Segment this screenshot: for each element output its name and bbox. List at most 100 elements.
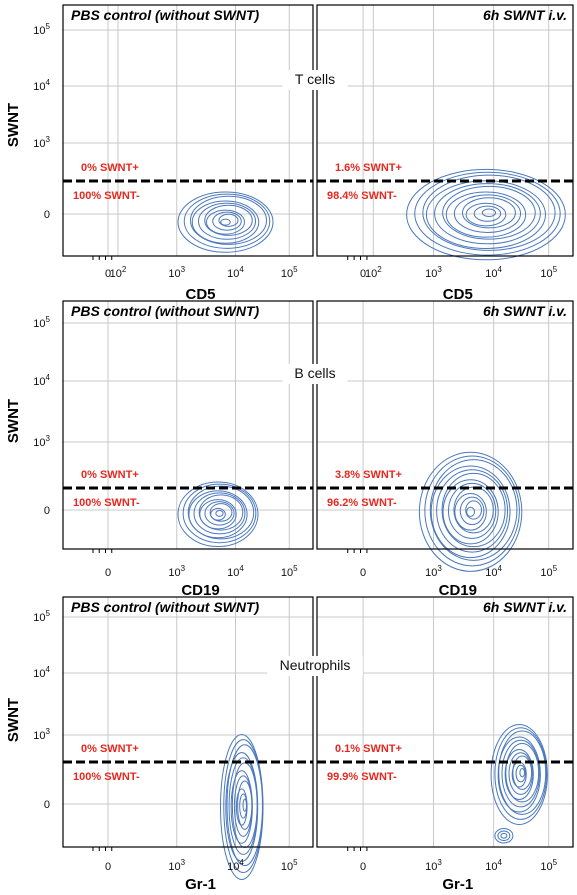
contour-line <box>512 755 533 790</box>
x-tick-label: 103 <box>168 265 185 280</box>
contour-line <box>199 499 237 530</box>
cell-type-label: T cells <box>295 71 335 87</box>
y-tick-label: 103 <box>33 135 50 150</box>
x-tick-label: 105 <box>540 564 557 579</box>
cell-type-label-group: B cells <box>282 364 348 384</box>
contour-line <box>505 743 540 803</box>
y-tick-label: 103 <box>33 727 50 742</box>
panel-frame <box>62 596 314 848</box>
contour-line <box>414 171 561 256</box>
contour-line <box>500 832 508 839</box>
contour-line <box>490 724 548 825</box>
contour-line <box>515 764 526 783</box>
x-tick-label: 104 <box>227 564 244 579</box>
contour-line <box>466 506 476 517</box>
x-tick-label: 0 <box>105 268 111 280</box>
y-axis-label: SWNT <box>5 399 22 443</box>
x-tick-label: 104 <box>227 265 244 280</box>
contour-line <box>462 197 516 229</box>
swnt-negative-label: 98.4% SWNT- <box>327 190 397 202</box>
panel-title: PBS control (without SWNT) <box>71 303 260 319</box>
contour-plot-panel: 6h SWNT i.v. 3.8% SWNT+ 96.2% SWNT- 0 103 104… <box>316 300 574 599</box>
panel-frame <box>316 596 574 848</box>
x-axis-label: CD5 <box>443 286 473 303</box>
contour-line <box>212 211 242 231</box>
x-tick-label: 102 <box>110 265 127 280</box>
contour-line <box>190 195 267 245</box>
x-tick-label: 105 <box>540 858 557 873</box>
x-axis-label: CD19 <box>439 582 477 599</box>
y-tick-label: 105 <box>33 22 50 37</box>
contour-line <box>206 209 245 235</box>
contour-plot-panel: 6h SWNT i.v. 0.1% SWNT+ 99.9% SWNT- 0 103 104… <box>316 596 574 893</box>
cell-type-label: Neutrophils <box>280 657 351 673</box>
x-tick-label: 104 <box>485 564 502 579</box>
cell-type-label-bg <box>282 70 348 90</box>
x-axis-label: Gr-1 <box>442 876 473 893</box>
contour-line <box>473 205 502 222</box>
y-axis-label: SWNT <box>5 698 22 742</box>
x-tick-label: 103 <box>425 858 442 873</box>
contour-line <box>177 191 274 253</box>
contour-line <box>188 490 248 539</box>
y-axis-label: SWNT <box>5 103 22 147</box>
contour-line <box>498 730 547 815</box>
contour-line <box>209 503 233 522</box>
contour-line <box>425 180 546 249</box>
panel-frame <box>316 4 574 257</box>
contour-line <box>430 465 511 559</box>
contour-line <box>481 208 497 218</box>
contour-line <box>215 509 224 517</box>
contour-line <box>406 168 566 261</box>
x-tick-label: 105 <box>281 564 298 579</box>
y-tick-label: 103 <box>33 434 50 449</box>
contour-line <box>454 492 487 531</box>
contour-plot-panel: PBS control (without SWNT) 0% SWNT+ 100% S… <box>62 596 314 893</box>
contour-line <box>210 507 226 521</box>
x-axis-label: CD19 <box>181 582 219 599</box>
x-tick-label: 105 <box>281 858 298 873</box>
swnt-negative-label: 100% SWNT- <box>73 771 140 783</box>
contour-plot-panel: PBS control (without SWNT) 0% SWNT+ 100% S… <box>62 300 314 599</box>
contour-line <box>504 749 534 800</box>
contour-line <box>220 218 231 226</box>
contour-line <box>177 481 259 548</box>
panel-title: 6h SWNT i.v. <box>483 303 567 319</box>
contour-line <box>191 200 260 244</box>
contour-line <box>193 492 246 535</box>
swnt-negative-label: 100% SWNT- <box>73 190 140 202</box>
swnt-positive-label: 1.6% SWNT+ <box>335 162 402 174</box>
swnt-positive-label: 0% SWNT+ <box>81 162 139 174</box>
panel-title: PBS control (without SWNT) <box>71 599 260 615</box>
panel-title: 6h SWNT i.v. <box>483 599 567 615</box>
contour-line <box>434 183 541 245</box>
contour-line <box>198 202 256 240</box>
x-tick-label: 0 <box>105 861 111 873</box>
contour-line <box>453 194 522 234</box>
x-tick-label: 103 <box>425 265 442 280</box>
y-tick-label: 105 <box>33 609 50 624</box>
swnt-negative-label: 100% SWNT- <box>73 497 140 509</box>
x-tick-label: 105 <box>540 265 557 280</box>
contour-line <box>465 500 482 520</box>
x-tick-label: 104 <box>485 265 502 280</box>
contour-line <box>508 752 533 795</box>
panel-title: 6h SWNT i.v. <box>483 7 567 23</box>
contour-line <box>447 482 497 539</box>
contour-line <box>497 830 511 842</box>
y-tick-label: 0 <box>44 799 50 811</box>
x-tick-label: 103 <box>168 858 185 873</box>
swnt-positive-label: 3.8% SWNT+ <box>335 469 402 481</box>
contour-line <box>204 501 235 526</box>
x-axis-label: CD5 <box>185 286 215 303</box>
y-tick-label: 105 <box>33 315 50 330</box>
contour-line <box>436 469 509 553</box>
contour-line <box>501 739 541 808</box>
contour-line <box>494 828 514 844</box>
x-tick-label: 105 <box>281 265 298 280</box>
swnt-negative-label: 96.2% SWNT- <box>327 497 397 509</box>
contour-line <box>445 191 527 238</box>
